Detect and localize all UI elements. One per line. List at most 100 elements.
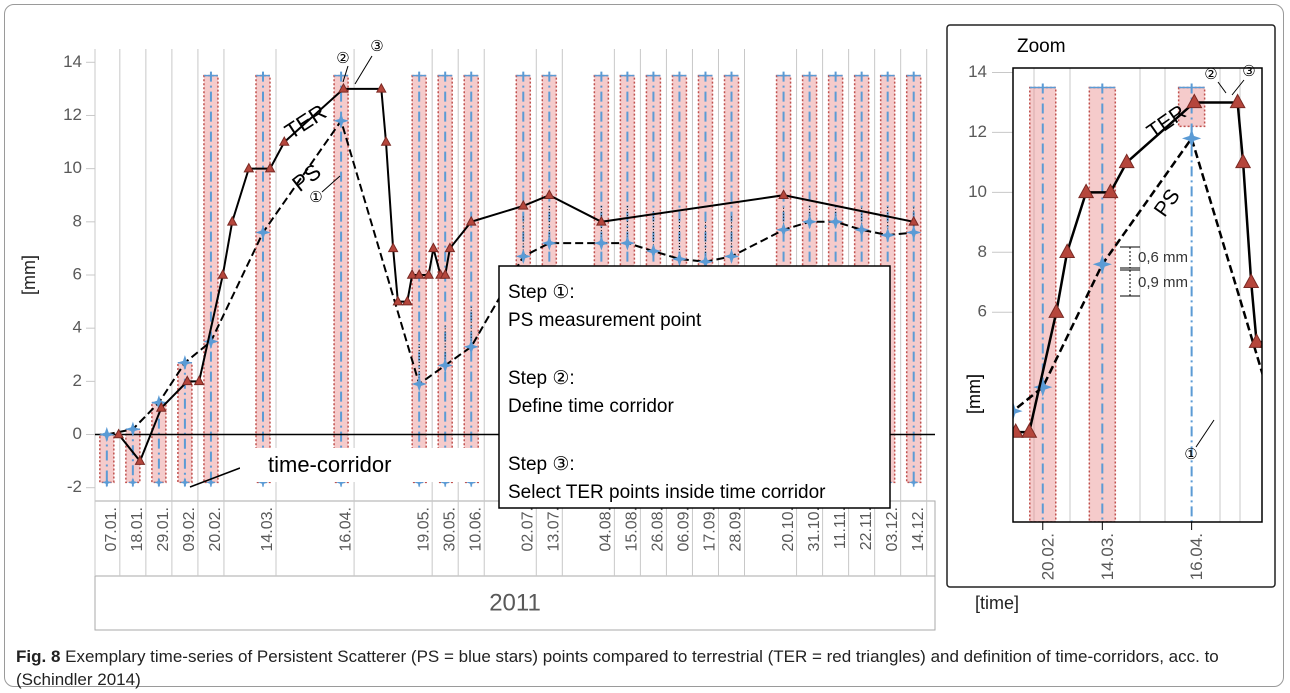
corridor-foot	[466, 477, 477, 488]
x-tick-label: 30.05.	[441, 507, 458, 551]
ter-point	[517, 199, 529, 210]
y-tick-label: 6	[73, 264, 82, 283]
annotation: time-corridor	[268, 452, 391, 477]
zoom-plot-frame	[1012, 67, 1263, 523]
ps-point	[1092, 254, 1112, 274]
x-tick-label: 18.01.	[129, 507, 146, 551]
ter-point	[439, 268, 451, 279]
ter-point	[908, 215, 920, 226]
zoom-frame	[946, 24, 1276, 588]
ps-point	[437, 357, 453, 373]
ter-point	[444, 242, 456, 253]
ter-point	[375, 82, 387, 93]
ps-point	[776, 222, 792, 238]
ter-point	[1235, 153, 1252, 169]
ter-point	[1021, 423, 1038, 438]
step-title: Step ②:	[508, 368, 575, 389]
ps-point	[880, 227, 896, 243]
ter-point	[226, 215, 238, 226]
x-tick-label: 20.10.	[780, 507, 797, 551]
step-text: Define time corridor	[508, 396, 674, 417]
annotation: ②	[336, 50, 349, 67]
ter-point	[1274, 304, 1288, 317]
x-tick-label: 28.09.	[728, 507, 745, 551]
ps-point	[541, 235, 557, 251]
series-label: PS	[1150, 185, 1185, 221]
corridor-foot	[179, 477, 190, 488]
y-tick-label: 10	[968, 182, 987, 201]
ter-point	[401, 295, 413, 306]
corridor-foot	[440, 477, 451, 488]
ps-point	[463, 339, 479, 355]
x-tick-label: 16.04.	[1187, 533, 1206, 580]
figure-frame	[4, 4, 1284, 687]
ter-point	[543, 189, 555, 199]
step-text: PS measurement point	[508, 310, 702, 331]
ps-point	[723, 248, 740, 264]
x-tick-label: 22.11.	[858, 507, 875, 550]
ps-point	[333, 113, 349, 129]
ter-point	[1118, 153, 1135, 169]
ter-point	[1229, 93, 1246, 109]
ps-point	[802, 214, 818, 230]
x-tick-label: 16.04.	[337, 507, 354, 551]
x-tick-label: 15.08.	[624, 507, 641, 551]
y-tick-label: 0	[73, 424, 82, 443]
ter-point	[392, 295, 404, 306]
label-box	[240, 448, 480, 482]
y-tick-label: 6	[978, 302, 987, 321]
zoom-title: Zoom	[1017, 36, 1066, 57]
corridor-foot	[153, 477, 164, 488]
x-tick-label: 11.11.	[832, 507, 849, 549]
step-title: Step ③:	[508, 454, 575, 475]
step-title: Step ①:	[508, 282, 575, 303]
y-tick-label: 8	[978, 242, 987, 261]
annotation: 0,6 mm	[1138, 249, 1188, 266]
ter-point	[1248, 333, 1262, 348]
x-axis-label: [time]	[975, 593, 1019, 613]
ter-point	[243, 162, 255, 173]
ps-point	[99, 426, 115, 443]
ter-point	[406, 268, 418, 279]
steps-box	[498, 265, 891, 509]
zoom-plot	[916, 68, 1290, 527]
ps-point	[125, 421, 141, 437]
y-tick-label: 12	[63, 105, 82, 124]
ps-point	[645, 243, 661, 259]
ter-point	[1285, 304, 1290, 317]
x-tick-label: 06.09.	[676, 507, 693, 551]
ps-point	[975, 448, 991, 464]
y-tick-label: 4	[73, 318, 82, 337]
y-tick-label: 2	[73, 371, 82, 390]
annotation: ③	[1242, 63, 1255, 80]
leader	[342, 65, 349, 83]
annotation: ①	[309, 189, 322, 206]
ter-point	[1186, 93, 1203, 109]
ps-point	[671, 251, 688, 267]
ter-point	[954, 514, 968, 527]
ps-point	[1013, 401, 1023, 421]
ter-point	[217, 268, 229, 279]
y-axis-label: [mm]	[964, 374, 984, 414]
ter-point	[278, 136, 290, 146]
x-tick-label: 09.02.	[181, 507, 198, 551]
ter-point	[465, 215, 477, 226]
ps-point	[916, 484, 932, 500]
ter-point	[1266, 304, 1280, 317]
ps-point	[619, 235, 635, 251]
figure: 2011 [time] -2 0 2 4 6 8 10 12 14 [mm] 07.01. 18.01. 2…	[19, 24, 1290, 631]
ter-point	[428, 242, 439, 253]
ter-point	[387, 242, 399, 253]
ps-point	[1181, 128, 1202, 149]
leader	[1217, 81, 1227, 94]
x-tick-label: 10.06.	[467, 507, 484, 551]
x-tick-label: 02.07.	[520, 507, 537, 551]
ter-point	[1059, 243, 1076, 258]
ps-point	[177, 355, 193, 371]
ter-point	[778, 189, 789, 199]
ps-point	[946, 478, 962, 494]
x-tick-label: 04.08.	[598, 507, 615, 551]
ps-point	[255, 224, 271, 241]
